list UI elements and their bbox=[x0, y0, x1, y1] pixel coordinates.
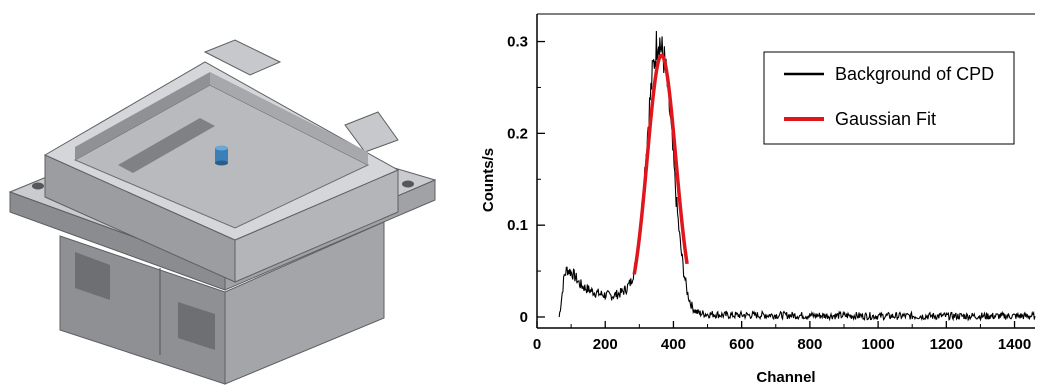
x-tick-label-1000: 1000 bbox=[861, 336, 894, 353]
tick-layer: 0 200 400 600 800 1000 1200 1400 0 0.1 0.2 0.3 bbox=[507, 34, 1031, 353]
x-tick-label-1200: 1200 bbox=[930, 336, 963, 353]
housing-base-notch-left bbox=[75, 252, 110, 300]
housing-ear-right bbox=[344, 111, 399, 153]
y-tick-label-0.1: 0.1 bbox=[507, 217, 528, 234]
series-layer bbox=[558, 30, 1036, 322]
plot-frame bbox=[536, 13, 1035, 329]
housing-ear-back bbox=[203, 39, 282, 76]
x-tick-label-0: 0 bbox=[533, 336, 541, 353]
mounting-hole-right bbox=[402, 180, 414, 188]
x-tick-label-400: 400 bbox=[661, 336, 686, 353]
sensor-top bbox=[215, 145, 228, 151]
detector-housing-illustration bbox=[8, 39, 437, 385]
series-line-gaussian-fit bbox=[632, 53, 689, 275]
legend-label-gaussian-fit: Gaussian Fit bbox=[835, 109, 936, 129]
y-tick-label-0.2: 0.2 bbox=[507, 125, 528, 142]
housing-cavity-left-wall bbox=[210, 72, 368, 165]
y-tick-label-0.3: 0.3 bbox=[507, 34, 528, 51]
sensor-bottom bbox=[215, 160, 228, 166]
housing-cavity-slot bbox=[118, 118, 215, 173]
x-tick-label-1400: 1400 bbox=[998, 336, 1031, 353]
x-tick-label-200: 200 bbox=[593, 336, 618, 353]
spectrum-chart: 0 200 400 600 800 1000 1200 1400 0 0.1 0.2 0.3 Chan… bbox=[480, 13, 1036, 385]
mounting-hole-left bbox=[32, 182, 44, 190]
legend-box bbox=[763, 51, 1015, 145]
housing-base-notch-right bbox=[178, 302, 215, 350]
y-axis-title: Counts/s bbox=[480, 148, 497, 212]
y-tick-label-0: 0 bbox=[520, 309, 528, 326]
legend-label-background: Background of CPD bbox=[835, 64, 994, 84]
housing-base-right-face bbox=[224, 221, 385, 385]
x-tick-label-600: 600 bbox=[729, 336, 754, 353]
x-axis-title: Channel bbox=[756, 369, 815, 385]
housing-cavity-back-wall bbox=[75, 72, 210, 160]
legend: Background of CPD Gaussian Fit bbox=[763, 51, 1015, 145]
sensor-body bbox=[215, 148, 228, 163]
x-tick-label-800: 800 bbox=[797, 336, 822, 353]
